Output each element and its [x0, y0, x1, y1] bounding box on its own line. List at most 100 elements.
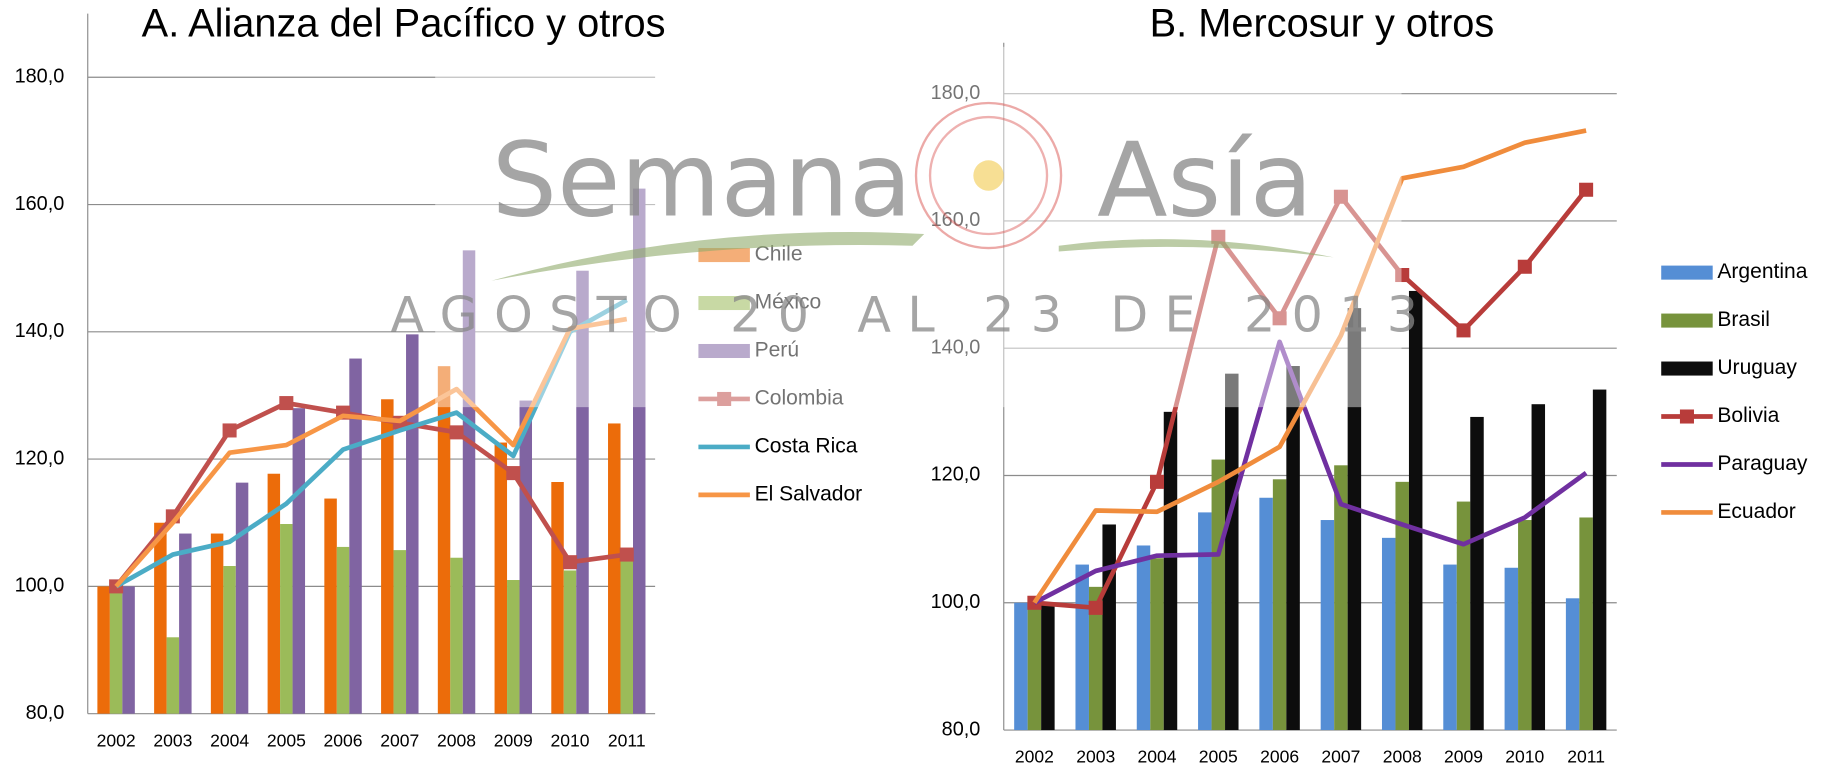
bar [166, 637, 180, 714]
x-tick-label: 2010 [551, 730, 590, 750]
bar [1150, 558, 1164, 731]
bar [1088, 586, 1103, 731]
watermark-text: Asía [1097, 121, 1313, 241]
bar [1225, 373, 1239, 731]
bar [437, 366, 451, 714]
x-tick-label: 2006 [324, 730, 363, 750]
bar [507, 580, 520, 714]
legend-label: El Salvador [755, 482, 863, 505]
legend-label: Paraguay [1717, 452, 1808, 475]
line [114, 316, 628, 588]
x-tick-label: 2011 [1567, 747, 1605, 764]
legend-label: México [755, 291, 822, 314]
bar [551, 482, 564, 714]
bar [462, 250, 476, 714]
x-tick-label: 2006 [1260, 747, 1299, 764]
y-tick-label: 160,0 [15, 193, 65, 215]
legend-swatch [1661, 361, 1713, 376]
bar [406, 334, 419, 714]
x-tick-label: 2011 [608, 730, 646, 750]
legend-label: Ecuador [1717, 500, 1795, 523]
line [1033, 339, 1588, 605]
bar [179, 533, 192, 714]
bar [1347, 308, 1362, 731]
bar [1259, 497, 1273, 731]
legend-label: Argentina [1717, 260, 1807, 283]
x-tick-label: 2002 [97, 730, 136, 750]
legend-label: Uruguay [1717, 356, 1797, 379]
marker [1333, 189, 1348, 204]
y-tick-label: 160,0 [931, 209, 981, 231]
x-tick-label: 2003 [153, 730, 192, 750]
watermark-panel [435, 46, 1402, 408]
y-tick-label: 100,0 [15, 575, 65, 597]
x-tick-label: 2007 [380, 730, 419, 750]
marker [1517, 259, 1532, 274]
x-tick-label: 2007 [1321, 747, 1360, 764]
marker [449, 425, 464, 440]
bar [1334, 465, 1348, 731]
bar [1504, 567, 1519, 731]
bar [1470, 416, 1484, 731]
legend-swatch [698, 343, 750, 359]
bar [1395, 481, 1409, 731]
marker [279, 396, 294, 411]
x-tick-label: 2004 [210, 730, 249, 750]
bar [210, 533, 224, 714]
bar [1075, 564, 1089, 731]
y-tick-label: 80,0 [26, 702, 65, 724]
legend-marker [1679, 409, 1694, 424]
legend-swatch [698, 296, 750, 311]
bar [608, 423, 621, 714]
bar [1565, 598, 1580, 731]
watermark-swoosh [1058, 239, 1334, 258]
bar [1163, 411, 1178, 731]
bar [1320, 520, 1335, 731]
watermark-swoosh [491, 232, 925, 281]
watermark-logo [973, 160, 1004, 191]
bar [1518, 520, 1532, 731]
x-tick-label: 2010 [1505, 747, 1544, 764]
legend-label: Colombia [755, 387, 844, 410]
bar [1456, 501, 1471, 731]
marker [1272, 311, 1287, 326]
bar [223, 566, 236, 714]
bar [109, 586, 123, 714]
legend-swatch [1661, 313, 1713, 328]
bar [620, 560, 634, 714]
watermark-date: AGOSTO 20 AL 23 DE 2013 [390, 286, 1434, 344]
x-tick-label: 2004 [1137, 747, 1176, 764]
x-tick-label: 2005 [1199, 747, 1238, 764]
watermark: Semana Asía AGOSTO 20 AL 23 DE 2013 [390, 46, 1434, 408]
bar [324, 498, 337, 714]
marker [1211, 229, 1226, 244]
x-tick-label: 2009 [1444, 747, 1483, 764]
bar [154, 522, 167, 714]
bar [381, 399, 394, 714]
y-tick-label: 140,0 [931, 336, 981, 358]
bar [494, 442, 508, 714]
y-tick-label: 180,0 [15, 65, 65, 87]
bar [1272, 479, 1287, 731]
bar [97, 586, 110, 714]
legend-label: Bolivia [1717, 404, 1779, 427]
bar [280, 524, 293, 714]
line [114, 297, 628, 589]
y-tick-label: 120,0 [15, 447, 65, 469]
y-tick-label: 140,0 [15, 320, 65, 342]
bar [519, 400, 533, 714]
bar [1531, 404, 1546, 731]
marker [563, 555, 578, 570]
legend-label: Brasil [1717, 308, 1770, 331]
legend-label: Costa Rica [755, 434, 858, 457]
y-tick-label: 180,0 [931, 82, 981, 104]
bar [267, 473, 281, 714]
bar [235, 482, 249, 714]
marker [1149, 474, 1165, 489]
line [1034, 188, 1588, 611]
marker [1456, 323, 1471, 338]
legend-label: Perú [755, 339, 799, 362]
y-tick-label: 80,0 [942, 718, 981, 740]
x-tick-label: 2003 [1076, 747, 1115, 764]
